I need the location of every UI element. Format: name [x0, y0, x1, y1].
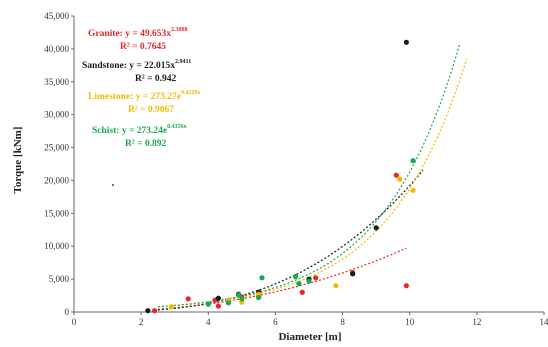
y-tick-label: 0 [65, 307, 70, 317]
x-tick-label: 10 [405, 317, 415, 327]
data-point-granite [185, 296, 191, 302]
data-point-schist [306, 278, 312, 284]
series-name-limestone: Limestone: [88, 92, 136, 102]
series-name-granite: Granite: [88, 29, 125, 39]
point-layer [112, 39, 416, 314]
data-point-sandstone [373, 225, 379, 231]
data-point-limestone [410, 187, 416, 193]
r-squared-sandstone: R² = 0.942 [135, 74, 176, 84]
data-point-sandstone [145, 308, 151, 314]
data-point-limestone [397, 176, 403, 182]
r-squared-schist: R² = 0.892 [125, 139, 166, 149]
x-tick-label: 0 [72, 317, 77, 327]
x-tick-label: 4 [206, 317, 211, 327]
data-point-schist [259, 275, 265, 281]
y-tick-label: 20,000 [44, 175, 69, 185]
y-tick-label: 45,000 [44, 11, 69, 21]
data-point-limestone [333, 283, 339, 289]
data-point-schist [292, 273, 299, 280]
equation-schist: Schist: y = 273.24e0.4356x [92, 124, 187, 136]
y-tick-label: 10,000 [44, 241, 69, 251]
fit-layer [157, 42, 468, 311]
data-point-schist [296, 281, 302, 287]
r-squared-limestone: R² = 0.9067 [128, 105, 174, 115]
x-tick-label: 14 [540, 317, 548, 327]
equation-sandstone: Sandstone: y = 22.015x2.9411 [82, 59, 191, 71]
equation-text: y = 22.015x [129, 61, 175, 71]
data-point-schist [239, 296, 245, 302]
equation-text: y = 273.27e [136, 92, 181, 102]
series-name-schist: Schist: [92, 126, 122, 136]
y-tick-label: 15,000 [44, 208, 69, 218]
data-point-sandstone [215, 295, 221, 301]
data-point-limestone [168, 304, 174, 310]
data-point-granite [393, 172, 399, 178]
equation-text: y = 49.653x [125, 29, 171, 39]
equation-granite: Granite: y = 49.653x2.3008 [88, 27, 188, 39]
data-point-schist [225, 300, 232, 306]
y-axis-title: Torque [kNm] [12, 127, 24, 194]
y-tick-label: 35,000 [44, 77, 69, 87]
data-point-schist [410, 158, 416, 164]
series-name-sandstone: Sandstone: [82, 61, 129, 71]
equation-exponent: 0.4229x [181, 90, 201, 96]
equation-legend: Granite: y = 49.653x2.3008 R² = 0.7645 San… [82, 27, 201, 149]
x-tick-label: 12 [472, 317, 481, 327]
trendline-limestone [157, 58, 468, 308]
data-point-sandstone [403, 39, 409, 45]
equation-text: y = 273.24e [122, 126, 167, 136]
data-point-sandstone [350, 271, 356, 277]
x-tick-label: 6 [273, 317, 278, 327]
x-tick-label: 2 [139, 317, 144, 327]
x-axis-title: Diameter [m] [278, 331, 341, 343]
data-point-granite [151, 308, 158, 314]
y-tick-label: 5,000 [49, 274, 70, 284]
data-point-granite [403, 283, 409, 289]
y-tick-label: 30,000 [44, 110, 69, 120]
x-tick-label: 8 [340, 317, 345, 327]
data-point-schist [235, 292, 242, 298]
equation-limestone: Limestone: y = 273.27e0.4229x [88, 90, 201, 102]
data-point-granite [299, 289, 305, 295]
data-point-schist [205, 301, 211, 307]
trendline-schist [157, 42, 461, 308]
data-point-granite [215, 303, 221, 309]
trendline-sandstone [157, 169, 424, 311]
r-squared-granite: R² = 0.7645 [120, 42, 166, 52]
data-point-granite [313, 275, 319, 281]
stray-mark [112, 184, 114, 186]
equation-exponent: 0.4356x [167, 124, 187, 130]
y-tick-label: 40,000 [44, 44, 69, 54]
axes-layer: 0 2 4 6 8 10 12 14 0 5,000 10,000 15,000 20,000 25,00… [44, 11, 548, 327]
y-tick-label: 25,000 [44, 143, 69, 153]
equation-exponent: 2.3008 [171, 27, 188, 33]
equation-exponent: 2.9411 [175, 59, 191, 65]
data-point-schist [256, 294, 262, 301]
